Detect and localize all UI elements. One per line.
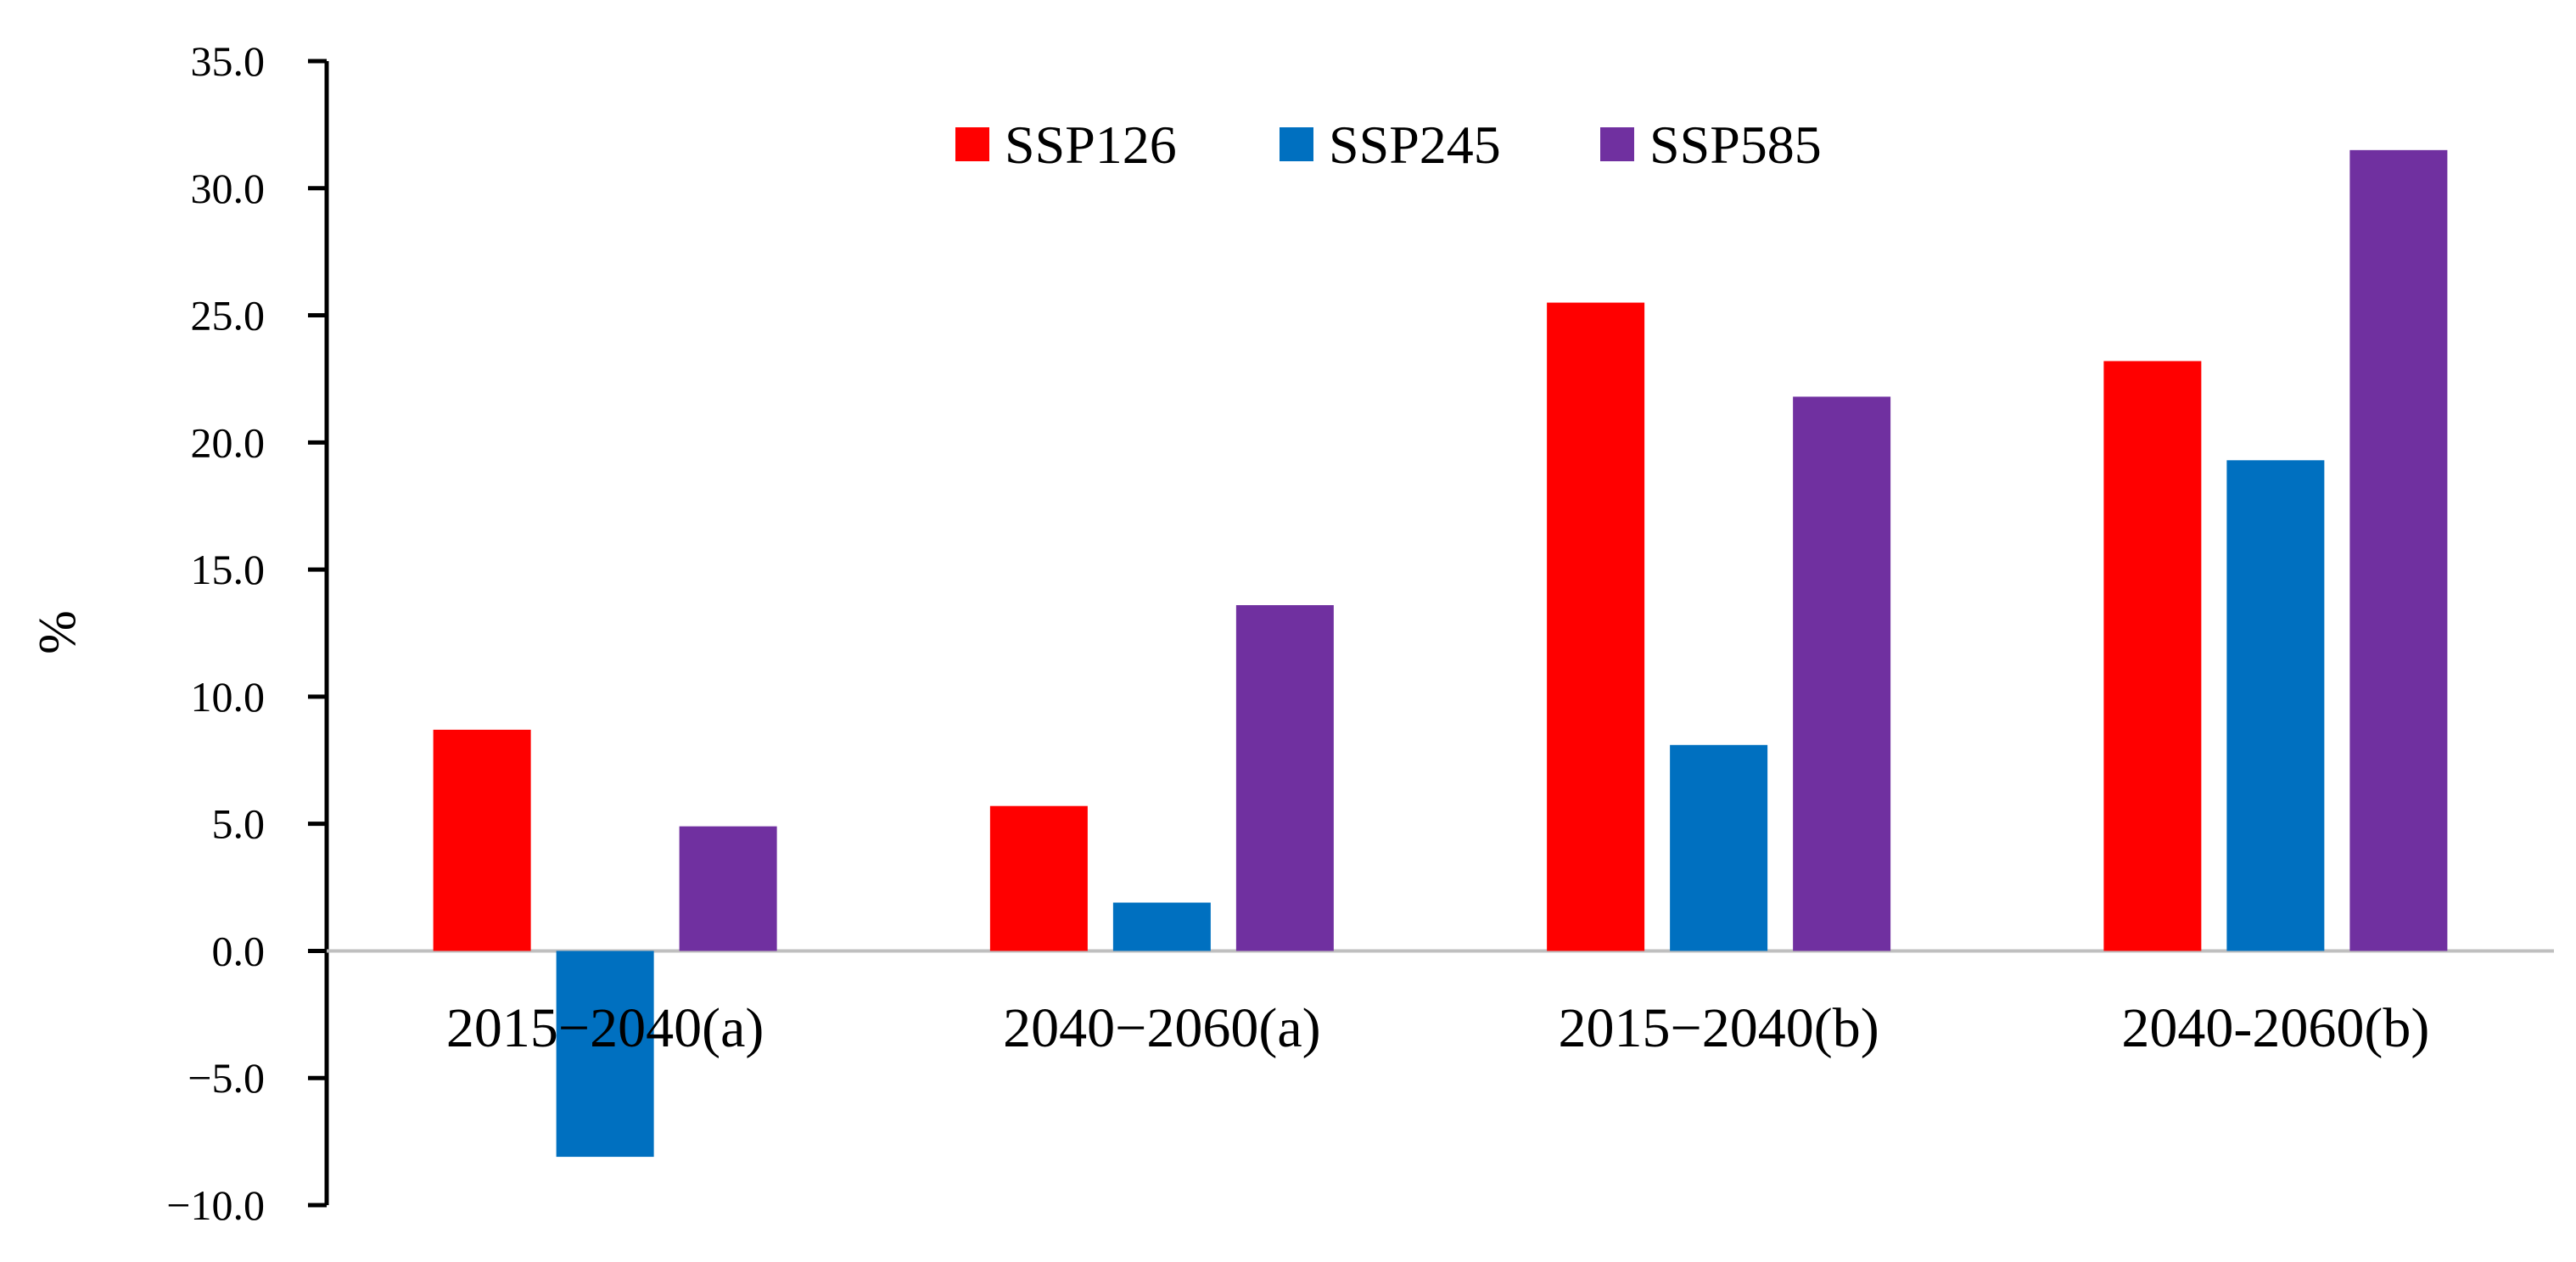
y-tick-label: 35.0 <box>191 37 266 85</box>
bars <box>433 149 2448 1158</box>
bar-ssp245-3 <box>1670 744 1768 951</box>
legend: SSP126 SSP245 SSP585 <box>955 115 1822 175</box>
legend-label-ssp126: SSP126 <box>1005 115 1177 175</box>
y-tick-label: 20.0 <box>191 418 266 466</box>
bar-ssp126-2 <box>989 805 1088 951</box>
y-tick-label: 15.0 <box>191 546 266 593</box>
bar-ssp245-1 <box>556 951 654 1158</box>
legend-label-ssp245: SSP245 <box>1329 115 1501 175</box>
bar-ssp585-3 <box>1793 396 1891 951</box>
bar-ssp126-4 <box>2103 361 2202 951</box>
bar-ssp126-3 <box>1547 302 1645 951</box>
y-tick-label: −5.0 <box>188 1054 265 1102</box>
legend-swatch-ssp585 <box>1600 127 1634 161</box>
y-tick-label: 25.0 <box>191 292 266 339</box>
bar-ssp245-2 <box>1112 902 1211 951</box>
category-label: 2040−2060(a) <box>1003 997 1320 1059</box>
category-label: 2015−2040(a) <box>446 997 764 1059</box>
y-tick-labels: −10.0 −5.0 0.0 5.0 10.0 15.0 20.0 25.0 30.0 35.0 <box>166 37 327 1229</box>
y-tick-label: 30.0 <box>191 165 266 212</box>
bar-ssp585-4 <box>2349 149 2448 951</box>
bar-ssp585-1 <box>679 826 777 951</box>
bar-ssp245-4 <box>2226 460 2325 951</box>
bar-ssp585-2 <box>1235 605 1334 951</box>
legend-swatch-ssp126 <box>955 127 989 161</box>
legend-label-ssp585: SSP585 <box>1649 115 1822 175</box>
bar-ssp126-1 <box>433 729 531 951</box>
y-tick-label: −10.0 <box>166 1181 265 1229</box>
y-tick-label: 10.0 <box>191 673 266 721</box>
y-tick-label: 0.0 <box>212 927 266 974</box>
category-labels: 2015−2040(a) 2040−2060(a) 2015−2040(b) 2040… <box>446 997 2429 1059</box>
y-axis-label: % <box>29 610 87 654</box>
category-label: 2015−2040(b) <box>1559 997 1879 1059</box>
legend-swatch-ssp245 <box>1280 127 1313 161</box>
category-label: 2040-2060(b) <box>2121 997 2429 1059</box>
y-tick-label: 5.0 <box>212 800 266 848</box>
